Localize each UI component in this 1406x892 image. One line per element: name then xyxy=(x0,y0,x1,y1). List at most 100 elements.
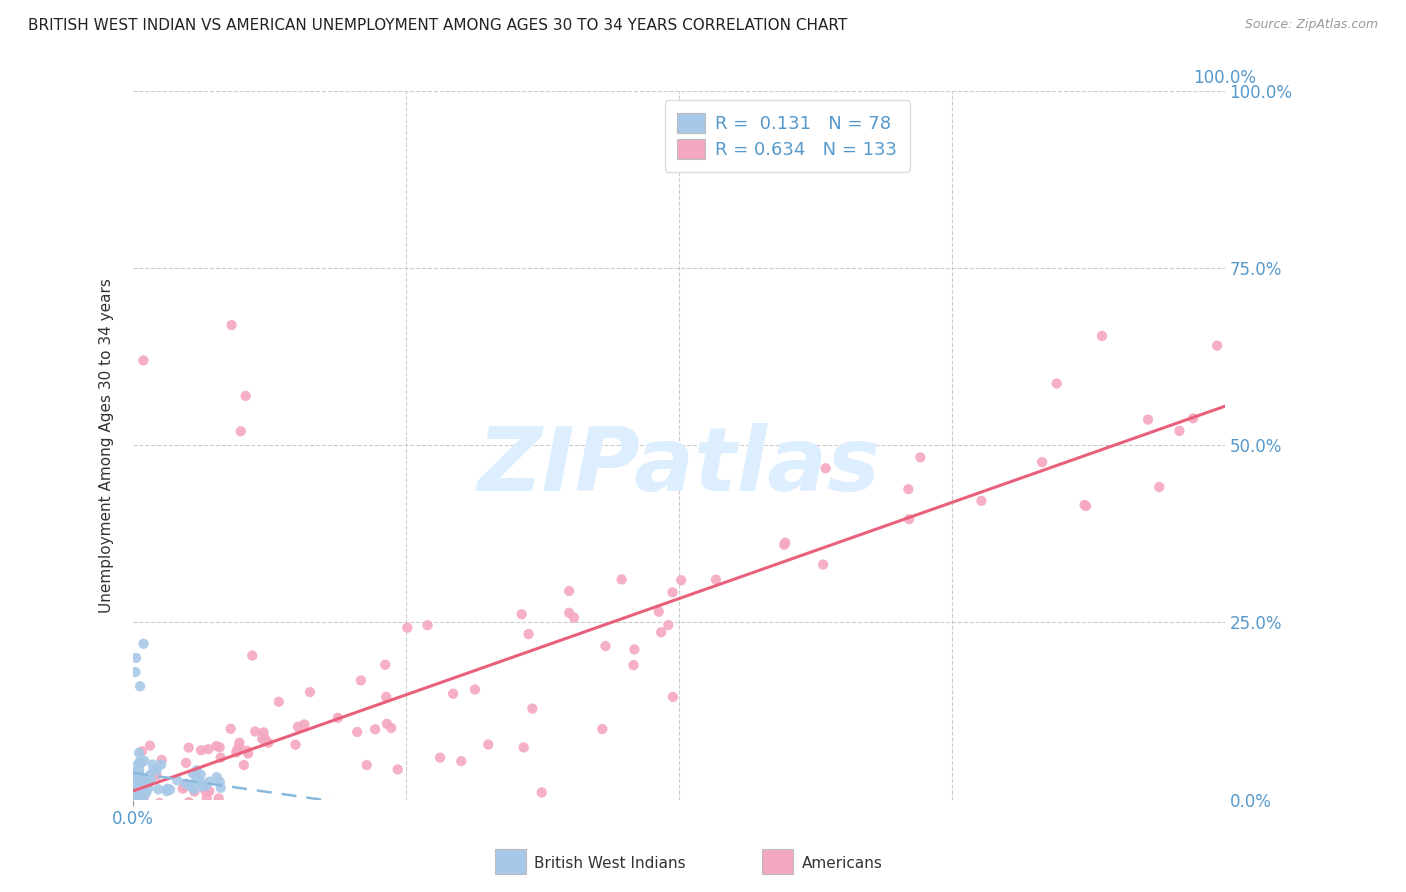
Point xyxy=(252,731,274,746)
Point xyxy=(131,771,153,785)
Point xyxy=(124,768,146,782)
Point xyxy=(623,642,645,657)
Point xyxy=(464,682,486,697)
Point xyxy=(610,573,633,587)
Point xyxy=(139,806,162,821)
Point xyxy=(326,711,349,725)
Point xyxy=(214,806,236,821)
Point xyxy=(177,795,200,809)
Point xyxy=(128,755,150,769)
Point xyxy=(145,768,167,782)
Point xyxy=(657,618,679,632)
Point xyxy=(146,806,169,821)
Point xyxy=(267,695,290,709)
Point xyxy=(450,754,472,768)
Point xyxy=(240,648,263,663)
Point xyxy=(181,766,204,780)
Point xyxy=(225,745,247,759)
Point xyxy=(150,757,173,772)
Point xyxy=(177,740,200,755)
Point xyxy=(172,781,194,796)
Point xyxy=(1137,412,1160,426)
Point xyxy=(253,732,276,747)
Point xyxy=(125,791,148,805)
Point xyxy=(208,791,231,805)
Point xyxy=(308,806,330,821)
Point xyxy=(236,744,259,758)
Point xyxy=(441,687,464,701)
Point xyxy=(128,789,150,803)
Point xyxy=(591,722,613,736)
Point xyxy=(205,770,228,784)
Point xyxy=(1149,480,1171,494)
Point xyxy=(127,764,149,778)
Point xyxy=(217,806,239,821)
Point xyxy=(562,610,585,624)
Point xyxy=(191,776,214,790)
Point xyxy=(132,353,155,368)
Point xyxy=(125,779,148,793)
Point xyxy=(662,690,685,704)
Point xyxy=(131,771,153,785)
Point xyxy=(1168,424,1191,438)
Point xyxy=(208,774,231,789)
Point xyxy=(221,318,243,332)
Point xyxy=(814,461,837,475)
Point xyxy=(183,784,205,798)
Point xyxy=(298,685,321,699)
Point xyxy=(176,806,198,821)
Point xyxy=(135,806,157,821)
Point xyxy=(195,806,218,821)
Point xyxy=(910,450,932,465)
Text: Source: ZipAtlas.com: Source: ZipAtlas.com xyxy=(1244,18,1378,31)
Point xyxy=(174,756,197,770)
Point xyxy=(284,738,307,752)
Point xyxy=(125,801,148,815)
Point xyxy=(190,743,212,757)
Point xyxy=(209,750,232,764)
Point xyxy=(898,512,921,526)
Point xyxy=(209,780,232,795)
Point xyxy=(125,772,148,787)
Point xyxy=(128,806,150,821)
Point xyxy=(232,758,254,772)
Point xyxy=(150,753,173,767)
Point xyxy=(159,782,181,797)
Point xyxy=(257,736,280,750)
Point xyxy=(127,783,149,797)
Point xyxy=(1206,338,1229,352)
Point xyxy=(375,717,398,731)
Point xyxy=(149,806,172,821)
Point xyxy=(131,785,153,799)
Point xyxy=(775,535,797,549)
Point xyxy=(128,777,150,791)
Point xyxy=(530,785,553,799)
Point xyxy=(131,756,153,770)
Point xyxy=(172,803,194,817)
Point xyxy=(184,804,207,818)
Point xyxy=(198,774,221,789)
Point xyxy=(194,784,217,798)
Point xyxy=(166,773,188,788)
Point xyxy=(132,790,155,805)
Point xyxy=(122,771,145,785)
Point xyxy=(148,796,170,810)
Point xyxy=(225,743,247,757)
Point xyxy=(156,781,179,796)
Point xyxy=(131,784,153,798)
Text: BRITISH WEST INDIAN VS AMERICAN UNEMPLOYMENT AMONG AGES 30 TO 34 YEARS CORRELATI: BRITISH WEST INDIAN VS AMERICAN UNEMPLOY… xyxy=(28,18,848,33)
Point xyxy=(650,625,672,640)
Point xyxy=(595,639,617,653)
Point xyxy=(132,789,155,804)
Point xyxy=(146,806,169,821)
Point xyxy=(142,763,165,777)
Point xyxy=(364,723,387,737)
Point xyxy=(648,605,671,619)
Point xyxy=(512,740,534,755)
Point xyxy=(190,780,212,794)
Point xyxy=(375,690,398,704)
Point xyxy=(127,791,149,805)
Point xyxy=(174,806,197,821)
Point xyxy=(183,782,205,797)
Point xyxy=(186,772,208,787)
